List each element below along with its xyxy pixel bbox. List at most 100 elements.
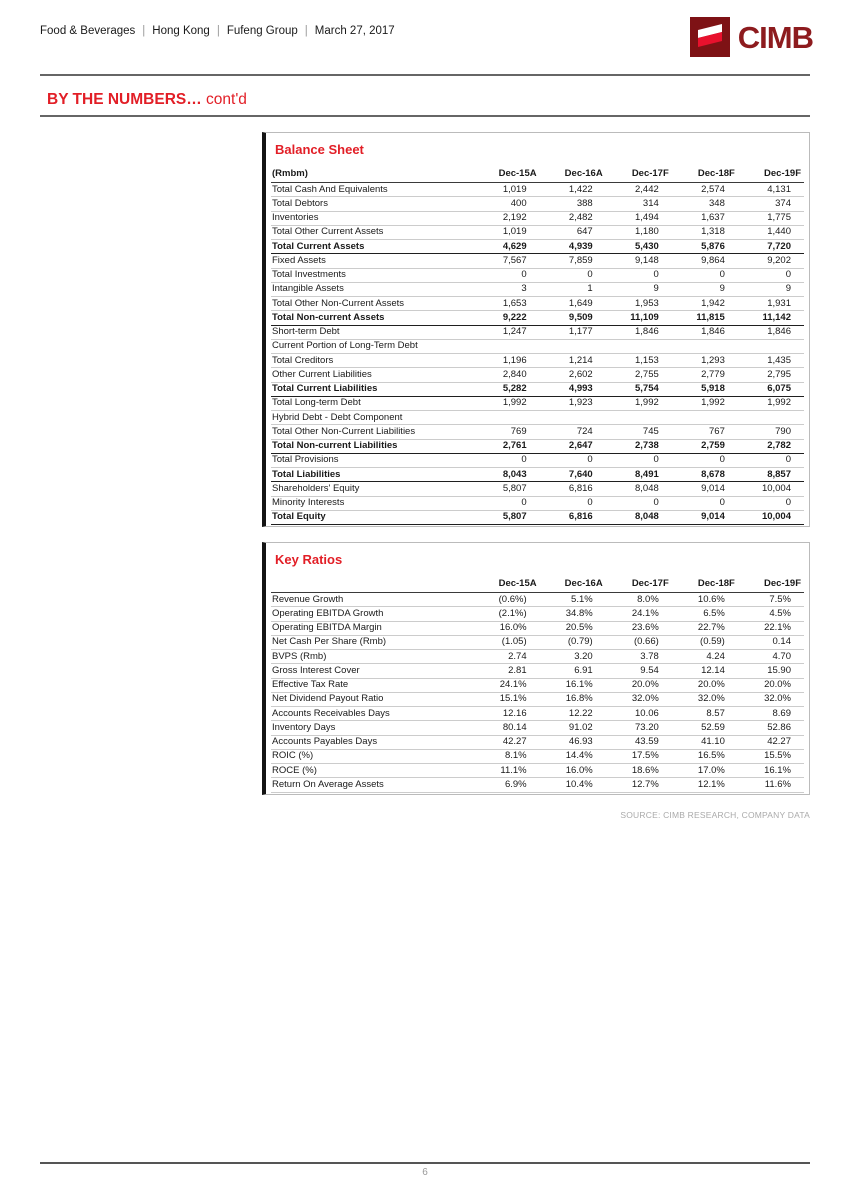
cell-value: 8,857 [737,466,804,483]
cell-value: (0.6%) [473,592,540,608]
cell-value: 8,491 [605,466,672,483]
column-header: Dec-18F [671,576,738,593]
breadcrumb-separator: | [142,25,146,37]
cell-value: (0.66) [605,635,672,651]
cell-value: 42.27 [737,735,804,750]
cell-value: 9,509 [539,310,606,326]
table-row: Short-term Debt 1,247 1,177 1,846 1,846 1,846 [271,325,804,340]
cell-value: 4.24 [671,649,738,665]
page-title-bold: BY THE NUMBERS… [47,91,202,108]
cell-value: 6.91 [539,663,606,679]
key-ratios-table: Key Ratios Dec-15A Dec-16A Dec-17F Dec-18F D… [262,542,810,795]
cell-value: 1,293 [671,353,738,369]
cell-value: 8.69 [737,706,804,722]
cell-value [539,410,606,426]
cell-value: 24.1% [473,678,540,693]
table-row: ROCE (%) 11.1% 16.0% 18.6% 17.0% 16.1% [271,763,804,779]
cell-value: 1,649 [539,296,606,312]
cell-value: 3.20 [539,649,606,665]
cimb-logo-icon [689,17,730,57]
row-label: Short-term Debt [271,325,474,340]
row-label: Other Current Liabilities [271,367,474,383]
cell-value: 0 [737,496,804,511]
cell-value: 9,864 [671,253,738,269]
row-label: Inventory Days [271,720,474,736]
cell-value: 2,482 [539,211,606,226]
cell-value: 8,048 [605,481,672,497]
cell-value: (2.1%) [473,606,540,622]
row-label: Net Dividend Payout Ratio [271,692,474,708]
row-label: Total Equity [271,509,474,526]
cell-value: 2,795 [737,367,804,383]
row-label: Accounts Receivables Days [271,706,474,722]
cell-value: 2,602 [539,367,606,383]
cell-value: 14.4% [539,749,606,765]
cell-value: 16.0% [539,763,606,779]
cell-value: 9,202 [737,253,804,269]
breadcrumb-separator: | [304,25,308,37]
cell-value: 0 [473,453,540,469]
row-label: BVPS (Rmb) [271,649,474,665]
cell-value: 91.02 [539,720,606,736]
cell-value: 2,192 [473,211,540,226]
column-header: Dec-15A [473,576,540,593]
cell-value: 3 [473,282,540,298]
row-label: Total Investments [271,268,474,283]
breadcrumb-item: Hong Kong [152,25,210,37]
cell-value: 0 [605,453,672,469]
cell-value: 8.1% [473,749,540,765]
cell-value: 4,939 [539,238,606,255]
cell-value: 2.81 [473,663,540,679]
table-row: Total Equity 5,807 6,816 8,048 9,014 10,004 [271,509,804,526]
cell-value [473,410,540,426]
row-label: Intangible Assets [271,282,474,298]
cell-value [473,339,540,355]
footer-divider [40,1162,810,1164]
cell-value: 17.0% [671,763,738,779]
row-label: Total Creditors [271,353,474,369]
header-row: Dec-15A Dec-16A Dec-17F Dec-18F Dec-19F [271,576,804,593]
table-row: ROIC (%) 8.1% 14.4% 17.5% 16.5% 15.5% [271,749,804,765]
cell-value: 2,442 [605,182,672,198]
cell-value: 5,282 [473,381,540,397]
column-header: Dec-15A [473,166,540,183]
row-label: Total Provisions [271,453,474,469]
cell-value: 6,816 [539,481,606,497]
cell-value: 4,629 [473,238,540,255]
cell-value: 3.78 [605,649,672,665]
cell-value: 1,992 [605,396,672,412]
cell-value: 5.1% [539,592,606,608]
table-row: Total Other Current Assets 1,019 647 1,180 1… [271,225,804,241]
table-row: Total Liabilities 8,043 7,640 8,491 8,678 8,8… [271,466,804,483]
cell-value: 1,435 [737,353,804,369]
table-row: Current Portion of Long-Term Debt [271,339,804,355]
table-row: Total Other Non-Current Liabilities 769 72… [271,424,804,440]
cell-value: 5,807 [473,481,540,497]
cell-value: 22.1% [737,621,804,636]
column-header: Dec-17F [605,166,672,183]
row-label: Current Portion of Long-Term Debt [271,339,474,355]
cell-value: 0 [539,453,606,469]
cell-value: 11,142 [737,310,804,326]
breadcrumb-item: March 27, 2017 [314,25,395,37]
cell-value: 1,653 [473,296,540,312]
cell-value: 745 [605,424,672,440]
cell-value [737,410,804,426]
cell-value: 46.93 [539,735,606,750]
row-label: Total Other Non-Current Liabilities [271,424,474,440]
table-row: Total Current Assets 4,629 4,939 5,430 5,876… [271,238,804,255]
cell-value: 1,942 [671,296,738,312]
cell-value: 0 [605,496,672,511]
cell-value: 12.16 [473,706,540,722]
cell-value: 1,214 [539,353,606,369]
cell-value: 15.1% [473,692,540,708]
cell-value: 1,019 [473,182,540,198]
cell-value: 4.70 [737,649,804,665]
cell-value: 400 [473,196,540,212]
column-header: Dec-17F [605,576,672,593]
cell-value: 4.5% [737,606,804,622]
breadcrumb: Food & Beverages | Hong Kong | Fufeng Group |… [40,25,395,37]
cell-value: 790 [737,424,804,440]
cell-value: 0 [671,268,738,283]
